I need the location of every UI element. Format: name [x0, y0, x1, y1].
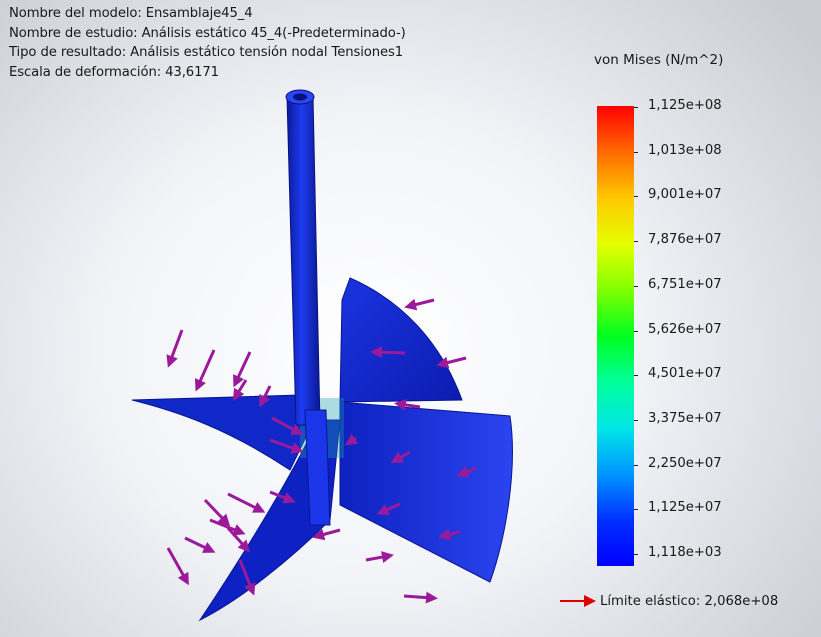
stress-colorbar: [597, 106, 634, 566]
blade-back-upper: [339, 277, 463, 403]
legend-tick-label: 5,626e+07: [648, 321, 722, 337]
load-arrow: [394, 398, 421, 411]
load-arrow: [232, 379, 248, 402]
legend-tick-mark: [634, 419, 638, 421]
legend-tick-label: 6,751e+07: [648, 276, 722, 292]
deformation-scale-text: Escala de deformación: 43,6171: [9, 64, 219, 80]
legend-tick-mark: [634, 285, 638, 287]
load-arrow: [312, 528, 341, 541]
load-arrow: [269, 438, 304, 454]
load-arrow: [269, 490, 296, 504]
legend-tick-mark: [634, 375, 638, 377]
study-name-text: Nombre de estudio: Análisis estático 45_…: [9, 25, 406, 41]
shaft: [286, 96, 321, 426]
shaft-bore: [293, 93, 307, 101]
load-arrow: [456, 466, 477, 478]
load-arrow: [227, 492, 266, 513]
legend-title: von Mises (N/m^2): [594, 52, 724, 68]
load-arrow: [390, 450, 411, 463]
load-arrow: [345, 433, 359, 446]
legend-tick-mark: [634, 330, 638, 332]
load-arrow: [271, 416, 304, 435]
yield-strength-label: Límite elástico: 2,068e+08: [600, 593, 779, 609]
legend-tick-label: 9,001e+07: [648, 187, 722, 203]
legend-tick-mark: [634, 107, 638, 108]
legend-tick-label: 1,013e+08: [648, 142, 722, 158]
load-arrow: [209, 518, 246, 536]
result-type-text: Tipo de resultado: Análisis estático ten…: [9, 45, 404, 60]
model-name-text: Nombre del modelo: Ensamblaje45_4: [9, 6, 253, 21]
study-info-panel: Nombre del modelo: Ensamblaje45_4 Nombre…: [9, 4, 406, 82]
blade-left: [131, 394, 319, 471]
legend-tick-label: 4,501e+07: [648, 366, 722, 382]
load-arrow: [365, 551, 394, 563]
yield-strength-indicator: Límite elástico: 2,068e+08: [560, 591, 778, 611]
legend-tick-label: 7,876e+07: [648, 232, 722, 248]
load-arrow: [370, 346, 406, 359]
load-arrows: [166, 298, 477, 604]
legend-tick-label: 2,250e+07: [648, 455, 722, 471]
load-arrow: [238, 559, 256, 596]
legend-tick-mark: [634, 464, 638, 466]
load-arrow: [194, 349, 216, 392]
load-arrow: [233, 351, 252, 388]
legend-tick-label: 1,125e+07: [648, 500, 722, 516]
legend-tick-mark: [634, 241, 638, 243]
load-arrow: [203, 498, 231, 527]
legend-tick-label: 3,375e+07: [648, 410, 722, 426]
yield-arrow-icon: [560, 595, 596, 607]
legend-tick-label: 1,118e+03: [648, 545, 722, 560]
legend-tick-mark: [634, 554, 638, 555]
hub: [304, 409, 331, 526]
load-arrow: [259, 385, 272, 408]
load-arrow: [166, 547, 189, 586]
legend-tick-mark: [634, 151, 638, 153]
legend-tick-mark: [634, 196, 638, 198]
blade-right: [339, 401, 513, 583]
load-arrow: [184, 536, 216, 553]
load-arrow: [166, 329, 184, 368]
legend-tick-mark: [634, 509, 638, 511]
load-arrow: [376, 502, 401, 516]
load-arrow: [436, 356, 467, 369]
load-arrow: [438, 528, 461, 541]
legend-tick-label: 1,125e+08: [648, 98, 722, 113]
blade-bottom: [198, 419, 341, 622]
load-arrow: [404, 298, 435, 311]
load-arrow: [403, 591, 438, 604]
load-arrow: [226, 526, 251, 553]
